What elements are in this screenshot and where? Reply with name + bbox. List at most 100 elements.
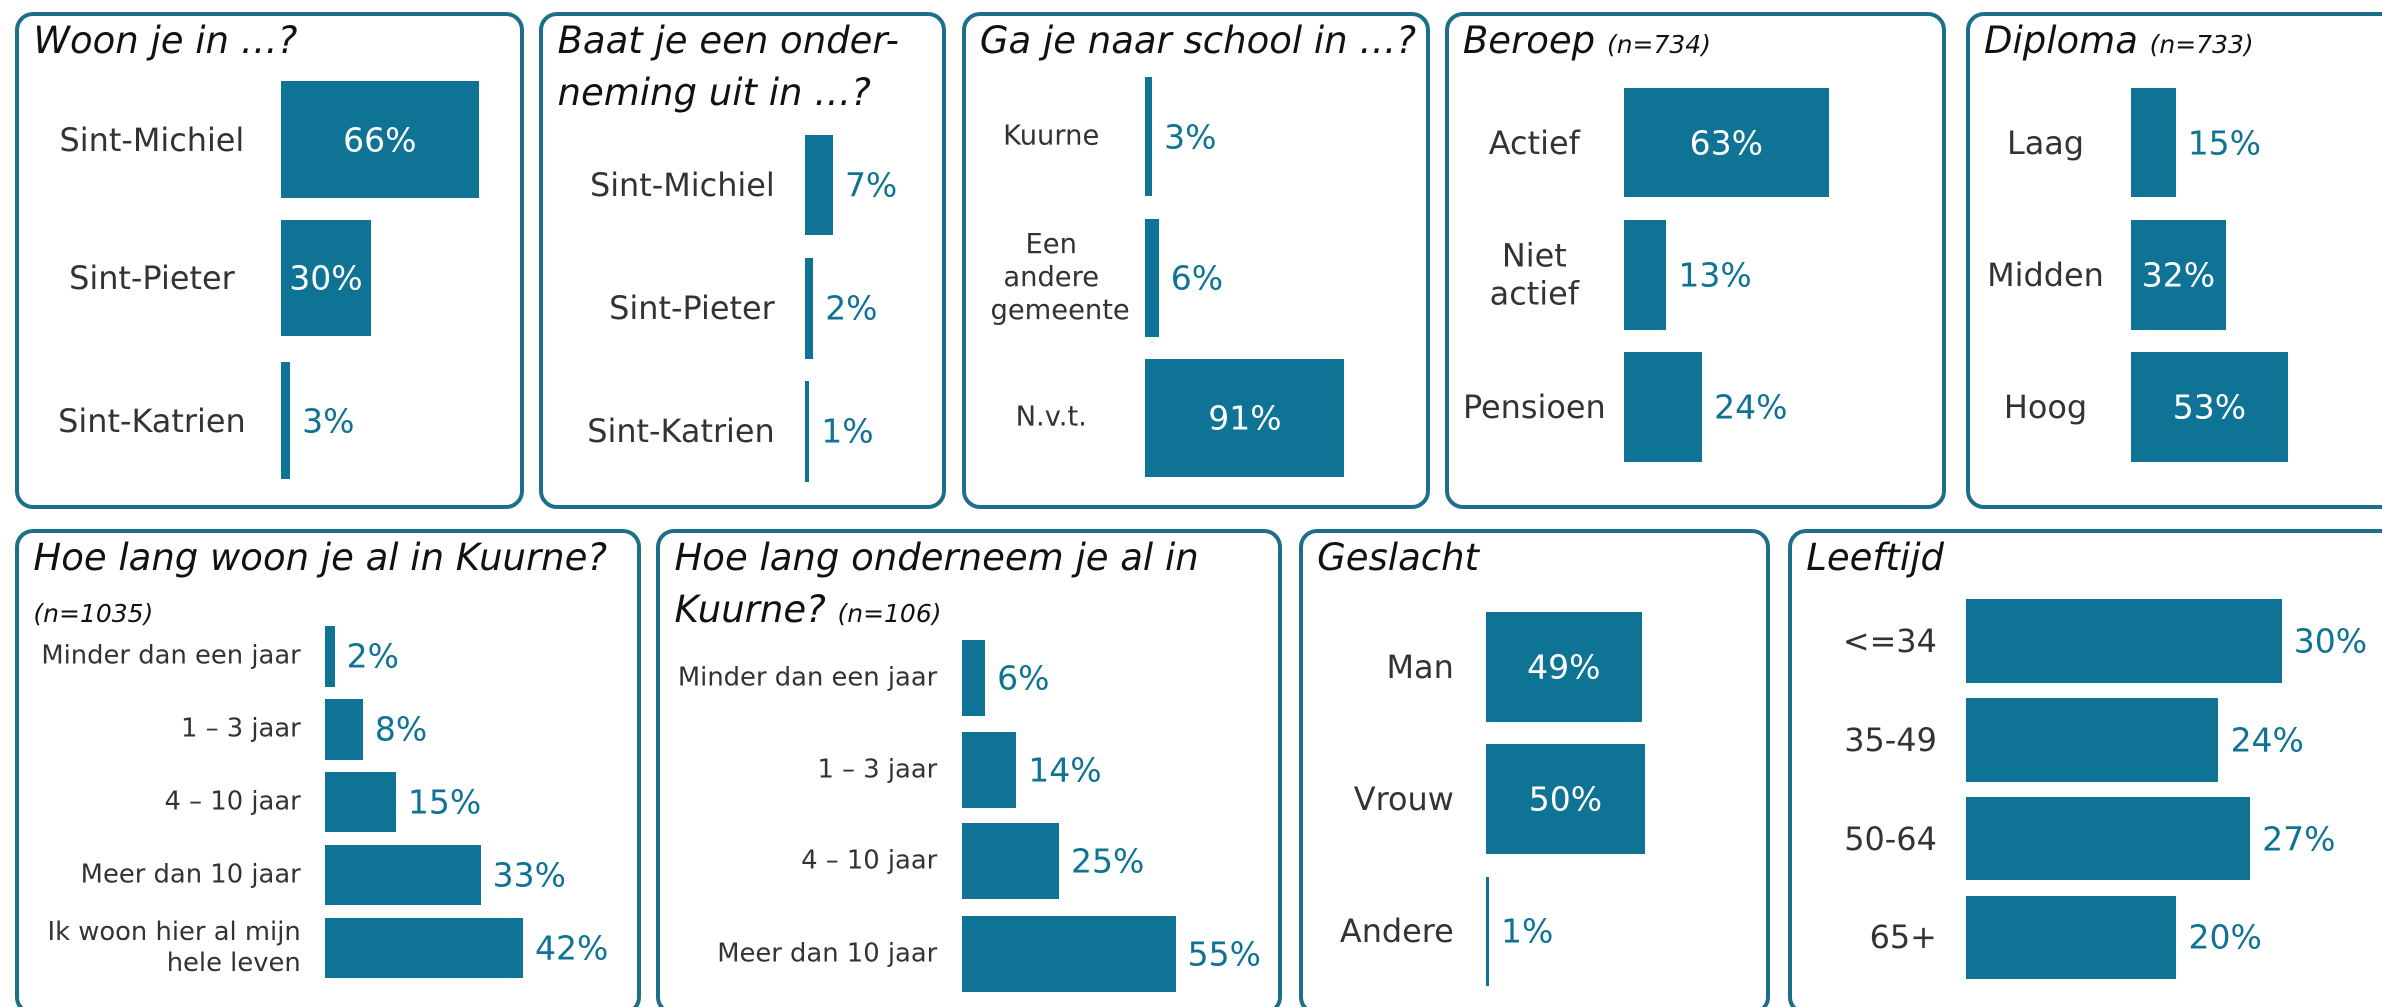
bar bbox=[281, 81, 479, 199]
category-label: Vrouw bbox=[1353, 779, 1454, 818]
title-text: Diploma bbox=[1983, 19, 2138, 63]
bar bbox=[2131, 88, 2176, 198]
value-label: 15% bbox=[407, 782, 482, 822]
panel-title: Hoe lang onderneem je al in Kuurne? (n=1… bbox=[674, 532, 1221, 640]
category-label: 35-49 bbox=[1844, 720, 1937, 759]
title-text: Geslacht bbox=[1317, 535, 1480, 579]
bar bbox=[325, 771, 396, 833]
title-text: Beroep bbox=[1462, 19, 1596, 63]
subtitle: (n=733) bbox=[2149, 30, 2254, 60]
category-label: 4 – 10 jaar bbox=[801, 845, 938, 876]
value-label: 91% bbox=[1208, 398, 1282, 438]
category-label: Niet actief bbox=[1489, 236, 1579, 313]
value-label: 63% bbox=[1689, 123, 1764, 163]
panel bbox=[1965, 12, 2382, 509]
category-label: Minder dan een jaar bbox=[41, 640, 301, 671]
category-label: 65+ bbox=[1869, 918, 1937, 957]
value-label: 30% bbox=[2293, 621, 2368, 661]
category-label: N.v.t. bbox=[1015, 401, 1087, 433]
panel-title: Ga je naar school in …? bbox=[980, 15, 1436, 67]
category-label: Man bbox=[1386, 647, 1454, 686]
category-label: Sint-Michiel bbox=[589, 166, 775, 205]
title-text: Hoe lang onderneem je al in Kuurne? bbox=[674, 535, 1199, 631]
bar bbox=[1485, 876, 1489, 986]
bar bbox=[325, 917, 523, 979]
bar bbox=[1485, 744, 1646, 854]
bar bbox=[1623, 88, 1829, 198]
category-label: Een andere gemeente bbox=[990, 228, 1130, 326]
bar bbox=[281, 362, 290, 480]
bar bbox=[1965, 895, 2177, 980]
category-label: Laag bbox=[2006, 123, 2085, 162]
value-label: 30% bbox=[289, 258, 363, 298]
subtitle: (n=106) bbox=[837, 598, 942, 628]
value-label: 66% bbox=[343, 120, 417, 160]
value-label: 2% bbox=[346, 636, 400, 676]
category-label: Ik woon hier al mijn hele leven bbox=[47, 916, 301, 978]
value-label: 42% bbox=[535, 928, 609, 968]
category-label: Sint-Michiel bbox=[59, 120, 245, 159]
bar bbox=[805, 258, 814, 359]
value-label: 2% bbox=[825, 288, 878, 328]
subtitle: (n=1035) bbox=[33, 598, 154, 628]
panel bbox=[15, 528, 642, 1007]
panel bbox=[1444, 12, 1946, 509]
value-label: 8% bbox=[374, 709, 428, 749]
category-label: Meer dan 10 jaar bbox=[717, 938, 938, 969]
bar bbox=[325, 625, 335, 687]
panel bbox=[1298, 528, 1770, 1007]
bar bbox=[1623, 220, 1667, 330]
value-label: 20% bbox=[2188, 917, 2262, 957]
bar bbox=[961, 732, 1017, 809]
panel bbox=[1788, 528, 2382, 1007]
bar bbox=[1145, 77, 1152, 196]
bar bbox=[1145, 218, 1159, 338]
category-label: Hoog bbox=[2003, 387, 2088, 426]
value-label: 14% bbox=[1028, 750, 1102, 790]
category-label: Midden bbox=[1987, 255, 2104, 294]
category-label: Actief bbox=[1488, 123, 1580, 162]
bar bbox=[2131, 352, 2288, 462]
category-label: Sint-Pieter bbox=[609, 289, 775, 328]
panel bbox=[539, 12, 947, 509]
value-label: 3% bbox=[302, 401, 355, 441]
title-text: Ga je naar school in …? bbox=[979, 19, 1417, 63]
title-text: Leeftijd bbox=[1806, 535, 1944, 579]
value-label: 13% bbox=[1678, 255, 1752, 295]
value-label: 1% bbox=[1501, 911, 1554, 951]
bar bbox=[1623, 352, 1702, 462]
value-label: 32% bbox=[2141, 255, 2216, 295]
category-label: Meer dan 10 jaar bbox=[80, 859, 301, 890]
value-label: 53% bbox=[2172, 387, 2247, 427]
value-label: 15% bbox=[2187, 123, 2262, 163]
panel-title: Geslacht bbox=[1317, 532, 1773, 584]
bar bbox=[1485, 612, 1643, 722]
panel-title: Beroep (n=734) bbox=[1463, 15, 1949, 71]
panel-title: Baat je een onder-neming uit in …? bbox=[558, 15, 923, 119]
value-label: 6% bbox=[1170, 258, 1224, 298]
bar bbox=[1965, 698, 2219, 782]
category-label: <=34 bbox=[1842, 621, 1937, 660]
value-label: 24% bbox=[1714, 387, 1788, 427]
category-label: Minder dan een jaar bbox=[677, 662, 938, 693]
bar bbox=[1965, 796, 2250, 881]
bar bbox=[805, 135, 833, 236]
subtitle: (n=734) bbox=[1606, 30, 1711, 60]
category-label: Andere bbox=[1339, 912, 1454, 951]
category-label: Pensioen bbox=[1462, 387, 1606, 426]
bar bbox=[961, 916, 1176, 992]
title-text: Woon je in …? bbox=[33, 19, 298, 63]
panel-title: Woon je in …? bbox=[33, 15, 519, 67]
bar bbox=[1965, 599, 2282, 683]
bar bbox=[961, 639, 985, 716]
panel-title: Hoe lang woon je al in Kuurne? (n=1035) bbox=[33, 532, 641, 640]
panel-title: Diploma (n=733) bbox=[1984, 15, 2382, 71]
title-text: Hoe lang woon je al in Kuurne? bbox=[33, 535, 608, 579]
category-label: 4 – 10 jaar bbox=[164, 786, 301, 817]
category-label: 1 – 3 jaar bbox=[180, 713, 301, 744]
category-label: 1 – 3 jaar bbox=[817, 754, 938, 785]
value-label: 7% bbox=[844, 165, 898, 205]
category-label: Kuurne bbox=[1003, 120, 1100, 152]
bar bbox=[325, 698, 363, 760]
